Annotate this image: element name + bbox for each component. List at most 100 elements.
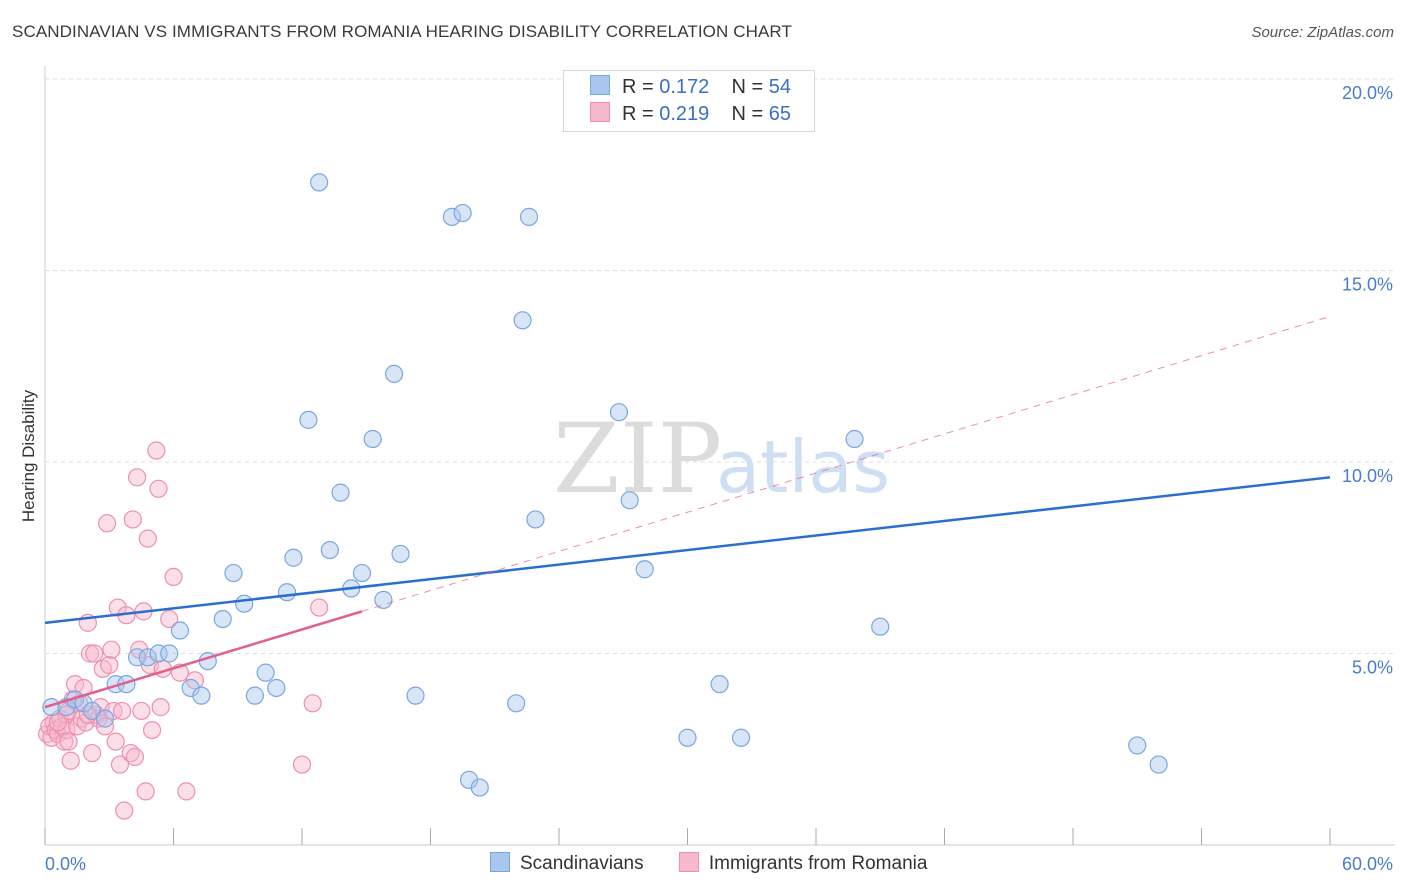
legend-n-label: N = [731,76,764,98]
scandinavian-point [95,709,115,728]
romania-point [303,694,322,713]
scandinavian-point [731,728,751,747]
scandinavian-point [149,644,168,663]
series-swatch-blue [490,852,510,872]
axes [44,66,1395,846]
scandinavian-point [391,544,410,564]
series-legend-romania: Immigrants from Romania [678,852,928,875]
legend: R = 0.172 N = 54 R = 0.219 N = 65 [563,70,815,132]
scandinavian-point [1128,736,1147,755]
legend-n-value: 54 [768,76,792,98]
x-tick-labels: 0.0% 60.0% [45,854,1393,874]
scandinavian-point [678,728,697,747]
scandinavian-point [267,678,286,698]
scandinavian-point [277,583,297,602]
romania-point [142,720,162,740]
legend-swatch-blue [590,75,610,95]
romania-point [164,567,183,587]
scandinavian-point [620,491,639,510]
romania-point [147,441,166,460]
romania-point [95,717,115,736]
legend-r-label: R = [622,76,654,98]
y-tick-label: 20.0% [1342,83,1393,103]
romania-point [292,755,312,774]
scandinavian-point [526,510,545,529]
romania-trend-line [44,610,363,709]
series-name: Scandinavians [520,853,644,874]
scandinavian-point [406,686,425,705]
romania-point [59,732,78,751]
scandinavian-point [710,675,729,694]
scandinavian-point [192,686,211,705]
scandinavian-point [1149,755,1168,774]
scandinavian-point [170,621,190,640]
romania-point [100,655,119,675]
scandinavian-point [235,594,254,613]
romania-point [98,514,117,533]
x-tick-label: 0.0% [45,854,86,874]
romania-point [48,713,67,732]
legend-swatch-pink [590,102,610,122]
chart-source: Source: ZipAtlas.com [1251,24,1394,41]
series-legend-scandinavians: Scandinavians [490,852,644,875]
scandinavian-point [635,560,654,579]
y-tick-label: 10.0% [1342,466,1393,486]
scandinavian-point [374,590,393,609]
romania-point [177,782,196,801]
scandinavian-point [213,609,232,629]
series-name: Immigrants from Romania [708,853,928,874]
romania-point [136,782,155,801]
romania-point [112,701,132,721]
scandinavian-point [245,686,264,705]
romania-point [127,468,147,487]
legend-n-value: 65 [768,103,792,125]
scandinavian-point [507,694,526,713]
romania-point [160,609,179,629]
romania-point [125,747,145,767]
romania-point [85,644,104,663]
scandinavian-point [363,429,382,449]
romania-point [80,644,100,663]
romania-point [115,801,134,820]
scandinavian-point [331,483,350,502]
legend-r-value: 0.172 [659,76,710,98]
scandinavian-point [299,410,318,429]
scandinavian-point [160,644,179,663]
scandinavian-point [845,429,864,449]
scandinavian-point [352,563,372,583]
scandinavian-point [224,563,243,583]
scandinavian-trend-line [44,476,1331,625]
romania-point [138,529,157,548]
legend-row-scandinavians: R = 0.172 N = 54 [590,75,791,99]
scandinavian-point [320,540,339,560]
y-tick-label: 5.0% [1352,658,1393,678]
scandinavian-point [127,648,147,667]
scandinavian-point [513,311,532,330]
scandinavian-point [284,548,303,567]
legend-row-romania: R = 0.219 N = 65 [590,102,791,126]
scandinavian-point [384,364,404,384]
trend-lines [44,315,1331,709]
romania-point [149,479,168,498]
romania-point [61,751,80,770]
y-tick-label: 15.0% [1342,275,1393,295]
scandinavian-point [442,207,462,226]
romania-point [310,598,329,617]
series-swatch-pink [678,852,699,872]
scandinavian-point [256,663,275,682]
legend-n-label: N = [731,103,764,125]
scandinavian-point [519,207,539,226]
watermark-atlas: atlas [716,425,890,509]
chart-title: SCANDINAVIAN VS IMMIGRANTS FROM ROMANIA … [12,22,792,41]
scandinavian-point [453,203,472,223]
y-axis-label: Hearing Disability [19,389,38,522]
series-legend: Scandinavians Immigrants from Romania [490,852,957,875]
y-tick-labels: 5.0% 10.0% 15.0% 20.0% [1342,83,1393,678]
romania-point [102,640,121,659]
grid [45,78,1395,654]
romania-point [123,510,142,529]
legend-r-value: 0.219 [659,103,710,125]
romania-point [132,701,151,721]
romania-point [65,675,85,694]
